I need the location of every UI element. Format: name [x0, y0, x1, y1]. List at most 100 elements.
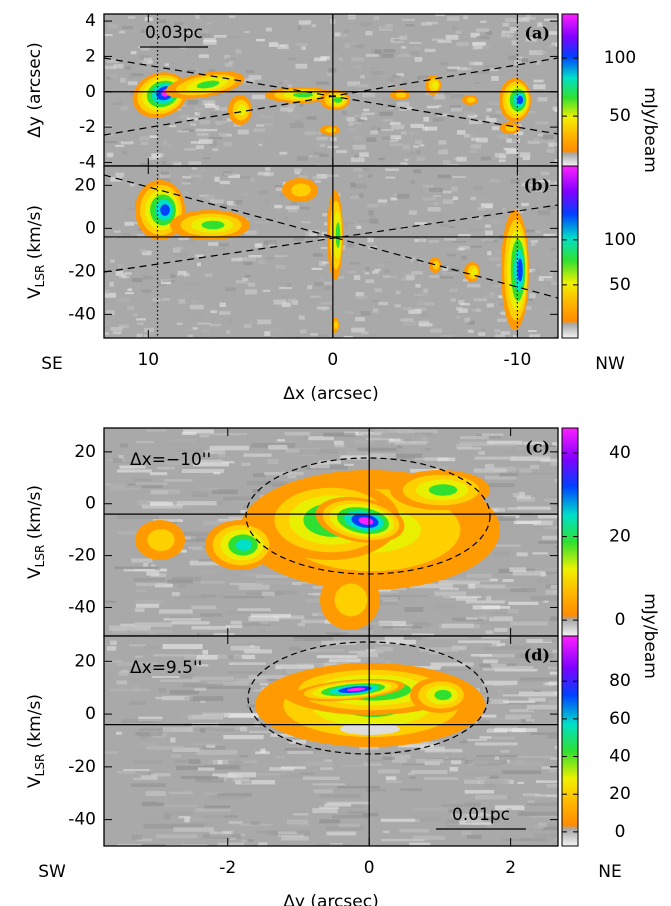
noise	[451, 645, 467, 651]
noise	[133, 686, 139, 690]
noise	[109, 281, 114, 287]
noise	[360, 590, 399, 594]
noise	[200, 569, 218, 575]
noise	[445, 819, 459, 824]
noise	[228, 820, 243, 825]
noise	[434, 591, 467, 596]
noise	[188, 125, 194, 129]
noise	[104, 141, 118, 144]
noise	[469, 233, 482, 238]
noise	[321, 307, 326, 311]
emission	[160, 204, 170, 216]
noise	[545, 823, 558, 828]
noise	[460, 303, 471, 306]
noise	[152, 303, 159, 307]
annotation: Δx=−10''	[130, 450, 211, 470]
noise	[313, 57, 327, 62]
noise	[192, 676, 234, 681]
noise	[417, 300, 426, 306]
noise	[459, 738, 488, 741]
noise	[530, 732, 558, 735]
noise	[250, 626, 279, 631]
noise	[472, 44, 478, 50]
noise	[191, 300, 198, 304]
noise	[200, 700, 206, 703]
noise	[338, 823, 360, 828]
noise	[188, 759, 201, 764]
noise	[439, 224, 450, 227]
noise	[293, 813, 309, 816]
noise	[504, 702, 541, 705]
noise	[293, 236, 304, 241]
noise	[370, 215, 376, 220]
noise	[199, 123, 207, 127]
noise	[519, 691, 558, 697]
noise	[528, 708, 558, 711]
noise	[526, 589, 538, 592]
noise	[537, 578, 550, 584]
noise	[438, 149, 449, 155]
noise	[429, 651, 441, 656]
noise	[502, 838, 532, 842]
noise	[317, 141, 328, 146]
emission	[346, 687, 366, 692]
noise	[403, 321, 417, 326]
noise	[245, 230, 257, 236]
noise	[275, 756, 285, 759]
noise	[416, 149, 421, 155]
noise	[162, 140, 168, 146]
noise	[133, 577, 166, 582]
noise	[475, 776, 487, 780]
colorbar-tick-label: 50	[609, 106, 631, 126]
noise	[535, 188, 543, 193]
noise	[458, 246, 470, 250]
noise	[498, 70, 509, 76]
noise	[500, 761, 544, 767]
noise	[385, 776, 397, 781]
noise	[494, 627, 508, 632]
noise	[117, 661, 158, 666]
noise	[410, 123, 424, 128]
noise	[442, 160, 451, 165]
noise	[422, 197, 437, 201]
noise	[366, 759, 384, 764]
noise	[319, 153, 329, 158]
noise	[170, 737, 176, 743]
y-tick-label: 0	[85, 218, 96, 238]
noise	[437, 174, 451, 179]
noise	[241, 839, 248, 843]
noise	[232, 777, 250, 782]
noise	[210, 199, 224, 204]
noise	[212, 473, 243, 478]
noise	[518, 447, 524, 451]
noise	[402, 763, 425, 766]
colorbar	[561, 165, 579, 339]
noise	[433, 213, 444, 218]
noise	[424, 447, 432, 451]
noise	[202, 649, 209, 655]
noise	[476, 137, 488, 143]
noise	[189, 304, 204, 310]
map	[104, 428, 558, 636]
noise	[235, 25, 244, 29]
noise	[164, 814, 171, 820]
noise	[456, 443, 473, 449]
noise	[476, 71, 489, 74]
noise	[543, 335, 555, 338]
noise	[451, 186, 459, 192]
noise	[149, 135, 158, 138]
noise	[285, 296, 290, 300]
noise	[318, 277, 327, 280]
noise	[208, 110, 218, 115]
noise	[158, 688, 166, 693]
noise	[291, 824, 311, 828]
noise	[181, 823, 204, 829]
noise	[198, 559, 217, 562]
noise	[165, 844, 208, 846]
noise	[190, 141, 201, 144]
noise	[205, 128, 218, 132]
emission	[293, 92, 313, 98]
noise	[178, 816, 191, 819]
noise	[337, 786, 381, 789]
noise	[257, 319, 272, 325]
